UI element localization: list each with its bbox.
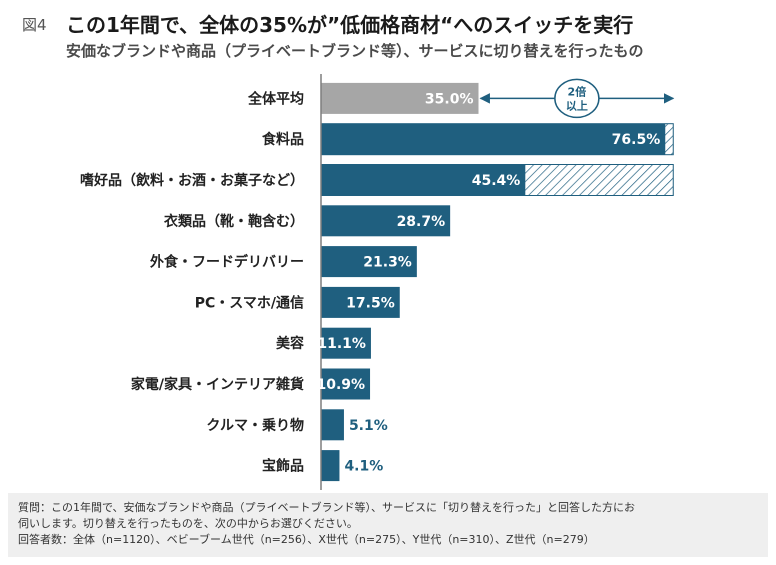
value-label-6: 11.1% [317, 336, 366, 352]
survey-question-line-2: 伺いします。切り替えを行ったものを、次の中からお選びください。 [18, 517, 358, 530]
value-label-0: 35.0% [425, 91, 474, 107]
bar-6 [321, 327, 371, 359]
value-label-4: 21.3% [363, 255, 412, 271]
bar-8 [321, 409, 344, 441]
respondent-count: 回答者数：全体（n=1120）、ベビーブーム世代（n=256）、X世代（n=27… [18, 533, 595, 546]
category-label-1: 食料品 [262, 131, 304, 148]
category-label-4: 外食・フードデリバリー [150, 254, 304, 271]
category-label-8: クルマ・乗り物 [206, 417, 304, 434]
ratio-badge-line-1: 2倍 [568, 84, 587, 98]
bar-1 [321, 123, 666, 155]
value-label-9: 4.1% [344, 459, 383, 475]
bar-9 [321, 450, 340, 482]
ratio-badge-line-2: 以上 [566, 98, 588, 112]
value-label-8: 5.1% [349, 418, 388, 434]
value-label-5: 17.5% [346, 295, 395, 311]
chart-title: この1年間で、全体の35%が”低価格商材“へのスイッチを実行 [66, 13, 634, 37]
survey-note: 質問：この1年間で、安価なブランドや商品（プライベートブランド等）、サービスに「… [8, 493, 768, 557]
category-label-0: 全体平均 [247, 90, 304, 107]
value-label-2: 45.4% [472, 173, 521, 189]
bar-3 [321, 205, 451, 237]
figure-number: 図4 [22, 16, 47, 34]
category-label-5: PC・スマホ/通信 [195, 294, 304, 311]
value-label-1: 76.5% [612, 132, 661, 148]
category-label-2: 嗜好品（飲料・お酒・お菓子など） [80, 172, 304, 189]
category-label-7: 家電/家具・インテリア雑貨 [131, 376, 304, 393]
value-label-3: 28.7% [397, 214, 446, 230]
survey-question-line-1: 質問：この1年間で、安価なブランドや商品（プライベートブランド等）、サービスに「… [18, 501, 636, 514]
category-label-9: 宝飾品 [262, 458, 304, 475]
bar-5 [321, 286, 400, 318]
category-label-3: 衣類品（靴・鞄含む） [164, 213, 304, 230]
chart-subtitle: 安価なブランドや商品（プライベートブランド等）、サービスに切り替えを行ったもの [66, 42, 644, 60]
value-label-7: 10.9% [316, 377, 365, 393]
category-label-6: 美容 [276, 335, 304, 352]
ratio-badge [554, 78, 600, 119]
bar-2 [321, 164, 526, 196]
bar-chart: 全体平均 35.0% 食料品 76.5% 嗜好品（飲料・お酒・お菓子など） 45.4% 衣類… [80, 74, 675, 490]
bar-0 [321, 82, 479, 114]
bar-4 [321, 246, 417, 278]
bar-7 [321, 368, 371, 400]
